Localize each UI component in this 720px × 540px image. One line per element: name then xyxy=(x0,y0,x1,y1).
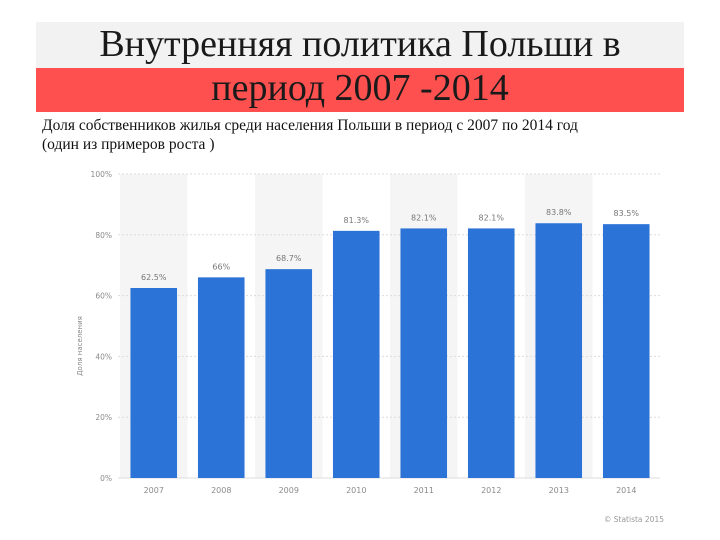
bar-value-label: 83.8% xyxy=(546,208,572,217)
bar-value-label: 82.1% xyxy=(479,213,505,222)
slide-title: Внутренняя политика Польши в период 2007… xyxy=(36,22,684,112)
x-tick-label: 2008 xyxy=(211,486,231,495)
x-tick-label: 2010 xyxy=(346,486,366,495)
bar-2009 xyxy=(265,269,313,478)
title-band-red xyxy=(36,68,684,112)
bar-2011 xyxy=(400,228,448,478)
x-tick-label: 2009 xyxy=(279,486,299,495)
slide-subtitle-line-1: Доля собственников жилья среди населения… xyxy=(42,117,578,134)
bar-value-label: 82.1% xyxy=(411,213,437,222)
slide-title-line-1: Внутренняя политика Польши в xyxy=(99,23,621,65)
bar-value-label: 62.5% xyxy=(141,273,167,282)
bar-2013 xyxy=(535,223,583,478)
homeownership-bar-chart: 0% 20% 40% 60% 80% 100% Доля населения 62.5% 200… xyxy=(76,170,664,524)
y-tick-label: 60% xyxy=(95,292,112,301)
x-tick-label: 2013 xyxy=(549,486,569,495)
bar-2007 xyxy=(130,288,178,478)
bar-2008 xyxy=(197,277,245,478)
x-tick-label: 2014 xyxy=(616,486,636,495)
bar-value-label: 81.3% xyxy=(344,216,370,225)
y-tick-label: 40% xyxy=(95,352,112,361)
y-tick-label: 100% xyxy=(91,170,112,179)
bar-2010 xyxy=(332,230,380,478)
statista-credit: © Statista 2015 xyxy=(604,515,664,524)
slide-title-line-2: период 2007 -2014 xyxy=(211,67,509,109)
y-tick-label: 80% xyxy=(95,231,112,240)
y-axis-title: Доля населения xyxy=(76,316,84,376)
bar-value-label: 68.7% xyxy=(276,254,302,263)
x-tick-label: 2012 xyxy=(481,486,501,495)
title-band-gray xyxy=(36,22,684,68)
slide-subtitle-line-2: (один из примеров роста ) xyxy=(42,136,215,153)
bar-value-label: 66% xyxy=(212,262,230,271)
x-tick-label: 2011 xyxy=(414,486,434,495)
slide-subtitle: Доля собственников жилья среди населения… xyxy=(42,116,692,154)
bar-value-label: 83.5% xyxy=(614,209,640,218)
y-tick-label: 0% xyxy=(100,474,112,483)
bar-2012 xyxy=(467,228,515,478)
y-tick-label: 20% xyxy=(95,413,112,422)
x-tick-label: 2007 xyxy=(144,486,164,495)
bar-2014 xyxy=(602,224,650,478)
